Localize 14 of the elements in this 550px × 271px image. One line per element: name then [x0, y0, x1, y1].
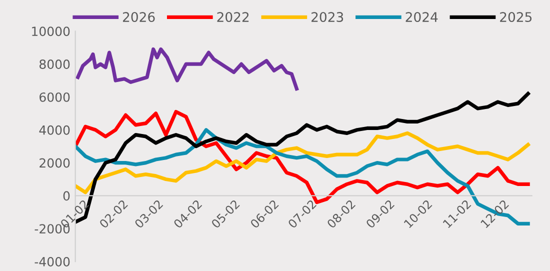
y-tick-label: 8000 [40, 60, 70, 69]
y-tick-label: 6000 [40, 92, 70, 102]
y-tick-label: -4000 [34, 256, 70, 266]
legend-label: 2022 [217, 12, 249, 22]
legend-label: 2026 [122, 12, 155, 22]
y-tick-label: 10000 [32, 26, 70, 36]
y-tick-label: 0 [63, 191, 70, 201]
y-tick-label: 4000 [39, 125, 70, 135]
legend-label: 2023 [312, 12, 344, 22]
line-series [75, 131, 530, 194]
legend-label: 2024 [406, 12, 438, 22]
legend-label: 2025 [500, 12, 532, 22]
line-series [76, 47, 298, 91]
y-tick-label: 2000 [40, 158, 70, 168]
